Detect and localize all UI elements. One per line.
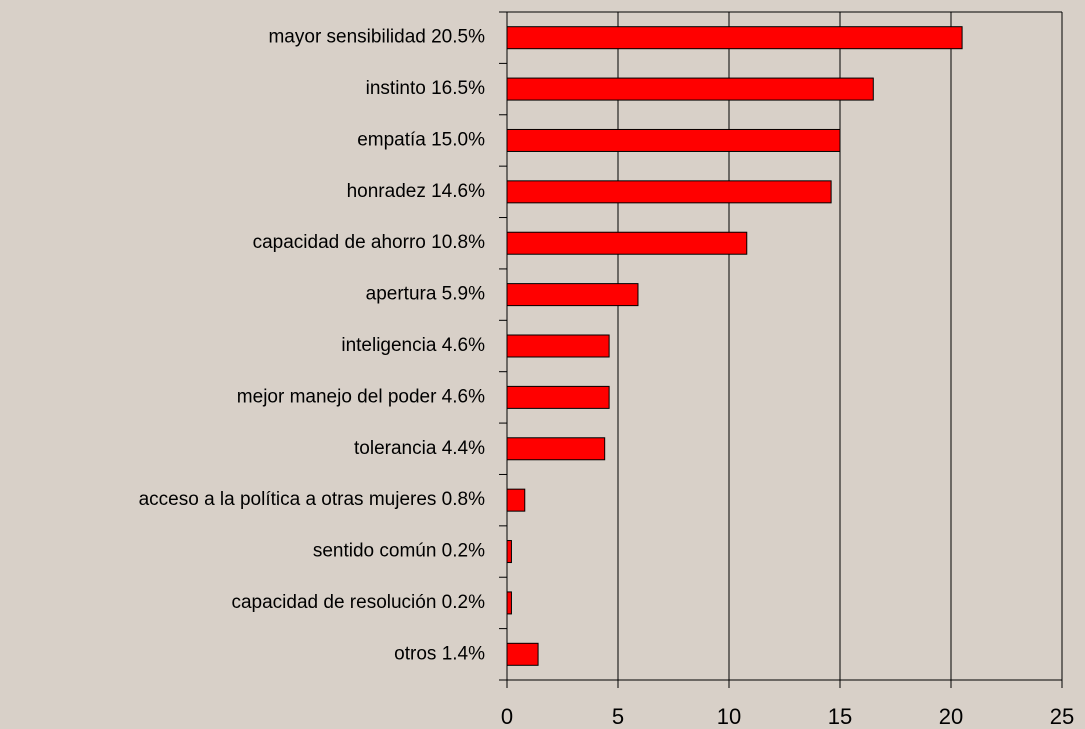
bar: [506, 488, 526, 512]
x-tick-label: 25: [1050, 704, 1074, 729]
y-tick-label: honradez 14.6%: [347, 181, 485, 202]
y-tick-label: tolerancia 4.4%: [354, 438, 485, 459]
x-tick-label: 10: [717, 704, 741, 729]
y-tick-label: capacidad de resolución 0.2%: [231, 592, 485, 613]
y-tick-label: mayor sensibilidad 20.5%: [268, 27, 485, 48]
y-tick-label: inteligencia 4.6%: [341, 335, 485, 356]
bar: [506, 128, 841, 152]
bar: [506, 180, 832, 204]
bar: [506, 283, 639, 307]
bar: [506, 540, 512, 564]
bar: [506, 334, 610, 358]
bar: [506, 77, 874, 101]
y-tick-label: acceso a la política a otras mujeres 0.8…: [139, 489, 486, 510]
y-tick-label: empatía 15.0%: [357, 129, 485, 150]
bar: [506, 385, 610, 409]
y-tick-label: instinto 16.5%: [366, 78, 485, 99]
x-tick-label: 0: [501, 704, 513, 729]
y-tick-label: apertura 5.9%: [366, 284, 485, 305]
bar: [506, 642, 539, 666]
y-tick-label: mejor manejo del poder 4.6%: [237, 386, 485, 407]
x-tick-label: 20: [939, 704, 963, 729]
y-tick-label: otros 1.4%: [394, 643, 485, 664]
bar: [506, 26, 963, 50]
bar: [506, 231, 748, 255]
x-tick-label: 5: [612, 704, 624, 729]
x-tick-label: 15: [828, 704, 852, 729]
bar: [506, 591, 512, 615]
bar: [506, 437, 606, 461]
y-tick-label: capacidad de ahorro 10.8%: [253, 232, 485, 253]
y-tick-label: sentido común 0.2%: [313, 541, 485, 562]
